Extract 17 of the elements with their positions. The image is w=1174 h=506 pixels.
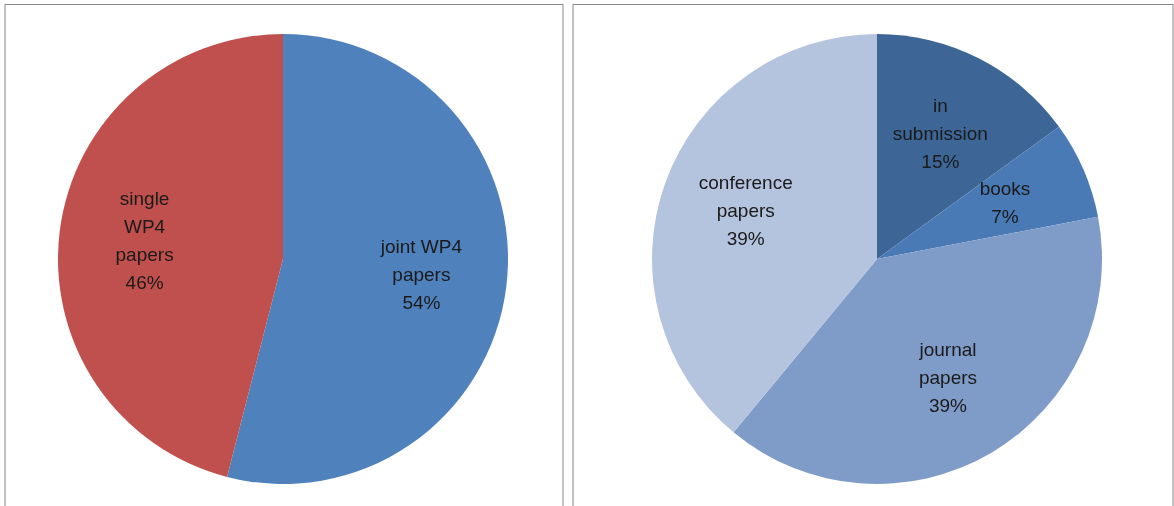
- data-label: 15%: [921, 150, 960, 172]
- slice-label: in submission: [892, 94, 988, 144]
- pie-slice: [877, 34, 1060, 259]
- pie-slice: [877, 126, 1099, 259]
- slice-label: journal papers: [918, 339, 978, 389]
- slice-label: single WP4 papers: [115, 187, 174, 265]
- pie-slice: [652, 34, 877, 433]
- data-label: 54%: [402, 292, 441, 314]
- slice-label: conference papers: [698, 171, 793, 221]
- slice-label: books: [979, 177, 1031, 199]
- pie-slice: [227, 34, 508, 484]
- data-label: 46%: [125, 271, 164, 293]
- data-label: 39%: [929, 395, 968, 417]
- slice-label: joint WP4 papers: [379, 236, 463, 286]
- data-label: 39%: [726, 227, 765, 249]
- pie-slice: [58, 34, 283, 477]
- data-label: 7%: [991, 205, 1019, 227]
